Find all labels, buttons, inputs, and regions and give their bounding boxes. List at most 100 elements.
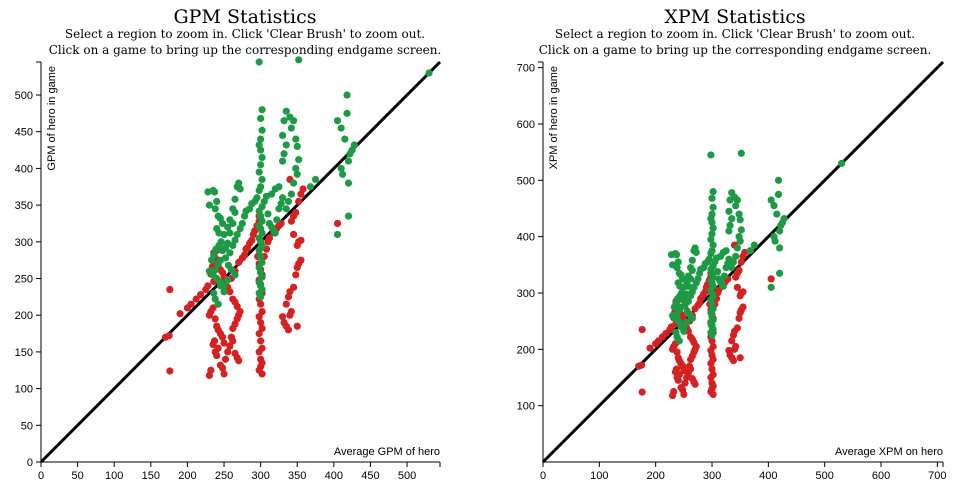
data-point-win[interactable] [688,314,696,322]
data-point-win[interactable] [218,247,227,255]
data-point-loss[interactable] [687,333,695,341]
data-point-win[interactable] [716,252,725,260]
data-point-win[interactable] [707,151,715,159]
data-point-win[interactable] [257,252,265,261]
data-point-win[interactable] [719,282,727,290]
data-point-loss[interactable] [289,283,298,291]
xpm-scatter-plot[interactable]: 0 100 200 300 400 500 600 700 100 200 300 400 500 600… [490,0,980,486]
data-point-loss[interactable] [218,333,227,341]
data-point-loss[interactable] [675,371,683,379]
data-point-win[interactable] [226,229,234,237]
data-point-win[interactable] [780,215,788,223]
data-point-win[interactable] [210,188,219,196]
data-point-win[interactable] [343,91,351,99]
data-point-win[interactable] [735,210,743,218]
data-point-win[interactable] [231,208,239,217]
data-point-loss[interactable] [278,313,287,321]
data-point-win[interactable] [344,179,353,187]
data-point-loss[interactable] [739,303,747,311]
data-point-win[interactable] [687,275,695,283]
data-point-win[interactable] [708,331,716,339]
data-point-win[interactable] [280,117,288,125]
data-point-win[interactable] [707,235,715,244]
data-point-loss[interactable] [166,285,174,294]
data-point-loss[interactable] [670,387,678,396]
data-point-win[interactable] [255,247,263,255]
data-point-loss[interactable] [165,332,173,340]
data-point-loss[interactable] [299,185,307,193]
data-point-loss[interactable] [729,356,738,365]
data-point-win[interactable] [708,247,716,255]
data-point-loss[interactable] [214,344,222,352]
data-point-loss[interactable] [221,355,230,363]
data-point-win[interactable] [293,142,301,151]
data-point-loss[interactable] [735,314,743,322]
data-point-loss[interactable] [333,219,342,228]
data-point-loss[interactable] [248,236,256,244]
data-point-loss[interactable] [218,364,227,372]
data-point-loss[interactable] [220,370,228,378]
data-point-win[interactable] [205,267,213,275]
data-point-loss[interactable] [282,300,290,308]
data-point-win[interactable] [708,194,716,202]
data-point-win[interactable] [708,230,716,238]
data-point-loss[interactable] [289,230,298,239]
data-point-win[interactable] [708,210,716,218]
data-point-win[interactable] [280,150,288,158]
data-point-win[interactable] [306,183,315,191]
data-point-win[interactable] [725,207,733,215]
data-point-win[interactable] [231,271,239,279]
data-point-win[interactable] [231,195,239,203]
data-point-win[interactable] [287,190,295,198]
data-point-loss[interactable] [265,234,274,242]
data-point-loss[interactable] [638,326,646,334]
data-point-win[interactable] [235,179,243,187]
data-point-win[interactable] [227,266,235,274]
data-point-win[interactable] [733,244,741,252]
data-point-win[interactable] [271,229,279,237]
data-point-win[interactable] [337,124,345,132]
data-point-win[interactable] [344,212,353,220]
data-point-win[interactable] [220,230,228,239]
data-point-loss[interactable] [284,326,293,334]
data-point-win[interactable] [210,251,218,259]
data-point-win[interactable] [684,282,692,290]
data-point-win[interactable] [771,237,779,245]
data-point-win[interactable] [776,227,784,235]
data-point-loss[interactable] [293,322,301,330]
data-point-win[interactable] [684,297,692,306]
data-point-loss[interactable] [229,337,237,345]
data-point-win[interactable] [258,175,266,184]
data-point-win[interactable] [224,276,232,284]
data-point-loss[interactable] [255,313,263,321]
data-point-loss[interactable] [235,357,243,365]
data-point-loss[interactable] [681,379,689,387]
data-point-win[interactable] [680,327,688,335]
data-point-win[interactable] [333,230,342,239]
data-point-win[interactable] [709,187,717,196]
data-point-win[interactable] [773,210,781,218]
data-point-win[interactable] [770,202,778,210]
data-point-win[interactable] [732,202,740,210]
data-point-win[interactable] [705,255,713,263]
data-point-win[interactable] [675,337,683,345]
data-point-win[interactable] [210,289,218,297]
data-point-loss[interactable] [708,337,716,345]
data-point-win[interactable] [344,157,353,165]
data-point-loss[interactable] [673,348,681,356]
data-point-loss[interactable] [732,342,740,351]
data-point-loss[interactable] [741,248,749,257]
data-point-win[interactable] [217,238,225,246]
data-point-win[interactable] [683,318,691,326]
data-point-loss[interactable] [767,275,775,283]
data-point-win[interactable] [668,311,677,320]
data-point-loss[interactable] [192,295,200,303]
data-point-win[interactable] [709,241,717,249]
data-point-loss[interactable] [257,300,265,308]
data-point-win[interactable] [311,175,320,184]
data-point-win[interactable] [257,183,265,191]
data-point-loss[interactable] [235,258,243,266]
data-point-win[interactable] [216,282,224,290]
data-point-loss[interactable] [187,300,195,308]
gpm-scatter-plot[interactable]: 0 50 100 150 200 250 300 350 400 450 500 0 50 100 150 2… [0,0,490,486]
